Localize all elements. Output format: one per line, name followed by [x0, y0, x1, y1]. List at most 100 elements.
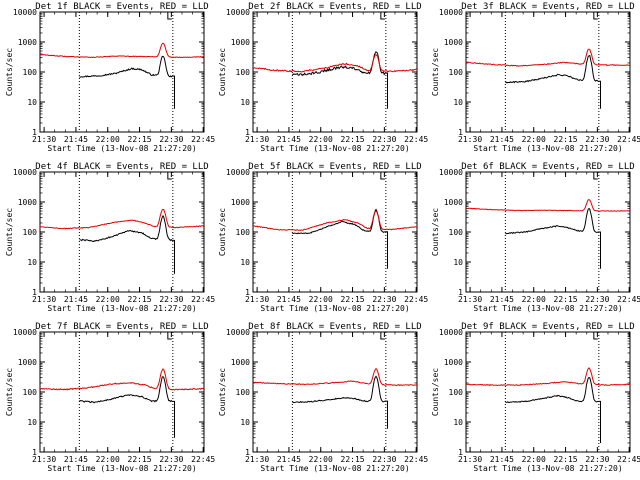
x-tick-label: 22:45	[617, 135, 640, 144]
y-tick-label: 10	[240, 98, 250, 107]
x-tick-label: 22:30	[585, 455, 609, 464]
panel-title: Det 9f BLACK = Events, RED = LLD	[461, 322, 634, 332]
events-series-line	[505, 376, 601, 443]
y-tick-label: 10000	[13, 168, 37, 177]
x-tick-label: 21:45	[277, 135, 301, 144]
x-tick-label: 22:30	[372, 135, 396, 144]
x-axis-label: Start Time (13-Nov-08 21:27:20)	[473, 304, 622, 313]
x-axis-label: Start Time (13-Nov-08 21:27:20)	[47, 464, 196, 473]
x-tick-label: 22:30	[372, 455, 396, 464]
x-tick-label: 22:45	[191, 455, 215, 464]
y-tick-label: 10000	[226, 168, 250, 177]
events-series-line	[505, 207, 601, 269]
y-tick-label: 10	[453, 258, 463, 267]
x-tick-label: 21:30	[245, 295, 269, 304]
lld-series-line	[252, 210, 418, 231]
y-axis-label: Counts/sec	[431, 48, 440, 96]
y-tick-label: 1000	[231, 198, 250, 207]
x-tick-label: 22:45	[404, 295, 428, 304]
y-axis-label: Counts/sec	[431, 368, 440, 416]
x-tick-label: 21:45	[64, 455, 88, 464]
y-tick-label: 100	[449, 388, 464, 397]
saa-marker	[593, 12, 598, 20]
x-tick-label: 22:15	[554, 135, 578, 144]
y-tick-label: 1000	[18, 198, 37, 207]
x-tick-label: 22:45	[404, 135, 428, 144]
y-tick-label: 10	[453, 418, 463, 427]
panel-8f: Det 8f BLACK = Events, RED = LLD 1 10 100 10…	[218, 322, 428, 473]
panel-3f: Det 3f BLACK = Events, RED = LLD 1 10 100 10…	[431, 2, 640, 153]
events-series-line	[292, 375, 388, 429]
x-axis-label: Start Time (13-Nov-08 21:27:20)	[473, 144, 622, 153]
lld-series-line	[39, 208, 205, 230]
y-tick-label: 1	[245, 288, 250, 297]
y-axis-label: Counts/sec	[218, 48, 227, 96]
x-tick-label: 22:00	[96, 295, 120, 304]
panel-title: Det 8f BLACK = Events, RED = LLD	[248, 322, 421, 332]
x-tick-label: 22:45	[191, 135, 215, 144]
y-tick-label: 10000	[13, 328, 37, 337]
y-tick-label: 1000	[18, 38, 37, 47]
panel-2f: Det 2f BLACK = Events, RED = LLD 1 10 100 10…	[218, 2, 428, 153]
y-axis-label: Counts/sec	[5, 48, 14, 96]
y-tick-label: 1	[245, 128, 250, 137]
saa-marker	[380, 332, 385, 340]
events-series-line	[291, 51, 388, 109]
y-tick-label: 1	[245, 448, 250, 457]
y-axis-label: Counts/sec	[218, 368, 227, 416]
x-tick-label: 21:30	[458, 135, 482, 144]
saa-marker	[167, 12, 172, 20]
events-series-line	[79, 55, 175, 109]
y-tick-label: 100	[23, 388, 38, 397]
saa-marker	[167, 332, 172, 340]
y-tick-label: 10000	[439, 328, 463, 337]
y-axis-label: Counts/sec	[5, 208, 14, 256]
lld-series-line	[40, 42, 205, 59]
x-tick-label: 22:00	[522, 135, 546, 144]
events-series-line	[505, 54, 601, 109]
y-tick-label: 1	[32, 448, 37, 457]
x-tick-label: 22:30	[159, 135, 183, 144]
panel-title: Det 7f BLACK = Events, RED = LLD	[35, 322, 208, 332]
y-tick-label: 1000	[18, 358, 37, 367]
x-tick-label: 21:30	[32, 135, 56, 144]
x-tick-label: 21:30	[245, 455, 269, 464]
y-tick-label: 10	[240, 418, 250, 427]
x-tick-label: 22:15	[341, 295, 365, 304]
y-tick-label: 10000	[439, 168, 463, 177]
x-tick-label: 22:30	[585, 135, 609, 144]
x-tick-label: 22:00	[309, 455, 333, 464]
panel-1f: Det 1f BLACK = Events, RED = LLD 1 10 100 10…	[5, 2, 215, 153]
panel-5f: Det 5f BLACK = Events, RED = LLD 1 10 100 10…	[218, 162, 428, 313]
panel-title: Det 6f BLACK = Events, RED = LLD	[461, 162, 634, 172]
y-tick-label: 10	[27, 258, 37, 267]
saa-marker	[167, 172, 172, 180]
x-tick-label: 22:30	[585, 295, 609, 304]
x-tick-label: 21:45	[277, 455, 301, 464]
panel-6f: Det 6f BLACK = Events, RED = LLD 1 10 100 10…	[431, 162, 640, 313]
y-tick-label: 1000	[231, 358, 250, 367]
x-tick-label: 22:15	[128, 295, 152, 304]
x-tick-label: 22:15	[554, 295, 578, 304]
y-tick-label: 10	[453, 98, 463, 107]
x-tick-label: 22:15	[554, 455, 578, 464]
x-tick-label: 21:30	[245, 135, 269, 144]
saa-marker	[593, 172, 598, 180]
y-tick-label: 10000	[13, 8, 37, 17]
y-tick-label: 1000	[231, 38, 250, 47]
x-tick-label: 22:30	[159, 455, 183, 464]
x-tick-label: 21:45	[490, 135, 514, 144]
y-tick-label: 1	[458, 448, 463, 457]
y-tick-label: 100	[236, 228, 251, 237]
y-tick-label: 10	[27, 98, 37, 107]
x-axis-label: Start Time (13-Nov-08 21:27:20)	[47, 304, 196, 313]
y-tick-label: 100	[449, 68, 464, 77]
panel-7f: Det 7f BLACK = Events, RED = LLD 1 10 100 10…	[5, 322, 215, 473]
x-tick-label: 21:30	[32, 455, 56, 464]
panel-title: Det 1f BLACK = Events, RED = LLD	[35, 2, 208, 12]
x-axis-label: Start Time (13-Nov-08 21:27:20)	[260, 304, 409, 313]
y-axis-label: Counts/sec	[218, 208, 227, 256]
y-tick-label: 100	[23, 228, 38, 237]
y-tick-label: 1	[32, 128, 37, 137]
